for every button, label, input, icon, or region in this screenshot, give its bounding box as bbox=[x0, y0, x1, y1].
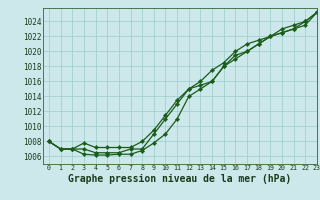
X-axis label: Graphe pression niveau de la mer (hPa): Graphe pression niveau de la mer (hPa) bbox=[68, 174, 292, 184]
